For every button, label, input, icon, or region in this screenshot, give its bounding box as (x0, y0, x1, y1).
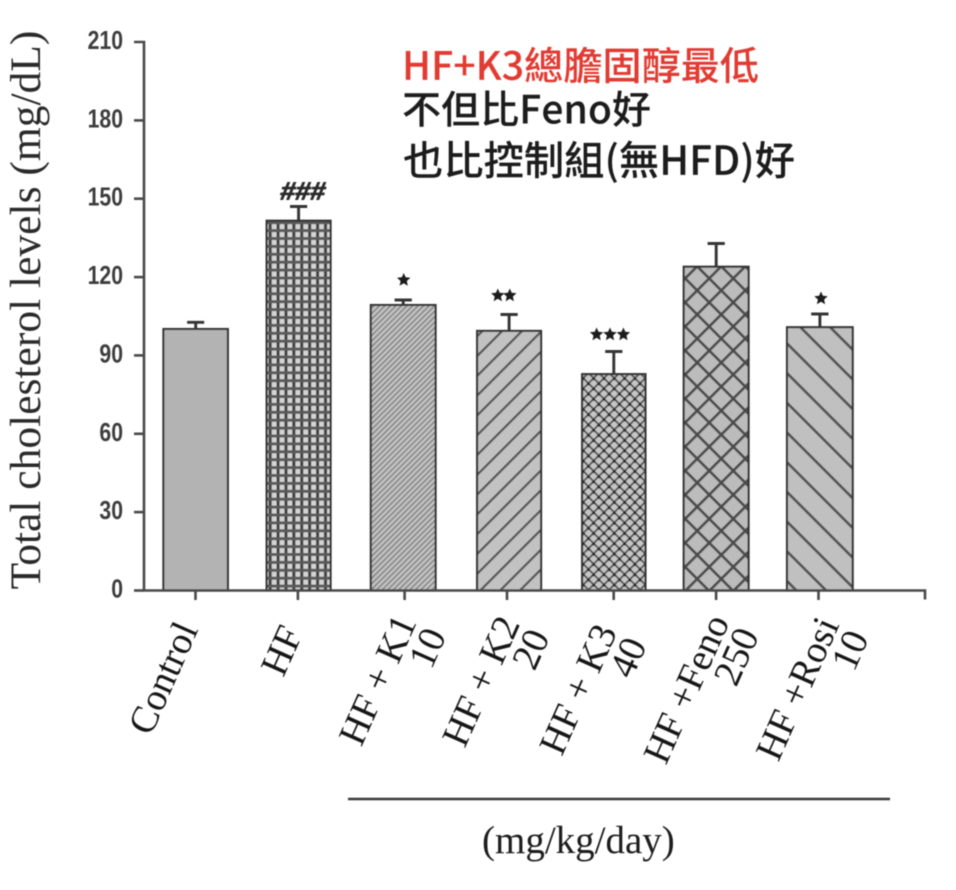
svg-text:210: 210 (88, 25, 123, 55)
svg-text:30: 30 (99, 495, 123, 525)
svg-text:150: 150 (88, 182, 123, 212)
svg-text:120: 120 (88, 260, 123, 290)
svg-text:(mg/kg/day): (mg/kg/day) (482, 819, 675, 862)
svg-text:###: ### (278, 178, 328, 206)
svg-text:180: 180 (88, 103, 123, 133)
svg-text:Total cholesterol levels (mg/d: Total cholesterol levels (mg/dL) (2, 31, 50, 590)
svg-text:90: 90 (99, 338, 123, 368)
svg-text:60: 60 (99, 417, 123, 447)
svg-text:0: 0 (111, 574, 123, 604)
